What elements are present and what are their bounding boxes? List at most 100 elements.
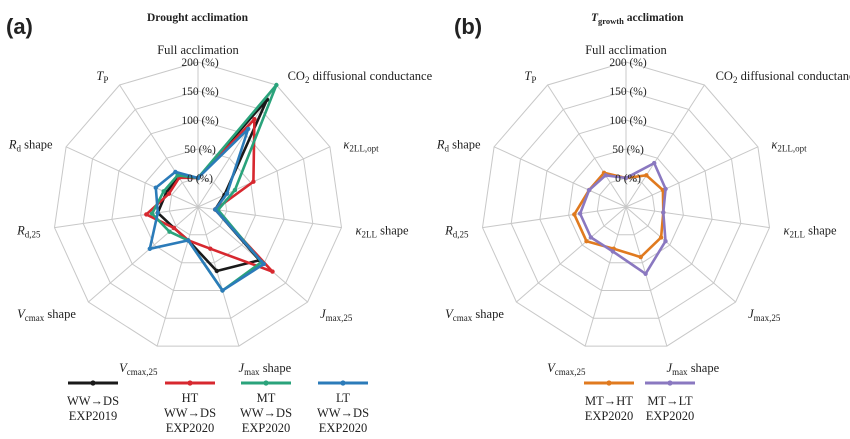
series-point [270,269,275,274]
spoke-line [54,206,199,229]
tick-label: 100 (%) [181,115,219,127]
legend-label: WW→DS [317,406,369,420]
axis-label: Jmax,25 [748,307,781,323]
panel-title-b: Tgrowth acclimation [591,12,684,26]
tick-label: 200 (%) [181,57,219,69]
axis-label: Vcmax shape [445,307,504,323]
legend-label: MT [257,391,276,405]
legend-label: MT→LT [647,394,693,408]
series-point [208,246,213,251]
tick-label: 0 (%) [187,173,213,185]
legend-label: EXP2020 [319,421,368,435]
axis-label: Jmax shape [239,361,292,377]
series-point [175,173,180,178]
series-point [623,175,629,181]
series-point [603,173,608,178]
axis-label: κ2LL,opt [771,137,807,153]
series-point [661,210,666,215]
series-point [638,254,643,260]
legend-marker [90,380,96,386]
legend-label: EXP2020 [242,421,291,435]
tick-label: 150 (%) [609,86,647,98]
series-point [644,173,649,178]
radar-chart-drought: 0 (%) 50 (%) 100 (%) 150 (%) 200 (%)Full acc… [8,43,433,377]
axis-label: CO2 diffusional conductance [288,69,433,85]
spoke-line [625,146,759,208]
series-point [251,179,256,184]
legend-marker [667,380,673,386]
spoke-line [493,146,627,208]
grid-ring [510,90,742,319]
series-point [161,189,166,194]
spoke-line [197,146,331,208]
axis-label: Full acclimation [585,43,667,57]
grid-ring [111,119,285,291]
spoke-line [625,206,668,347]
tick-label: 150 (%) [181,86,219,98]
axis-label: κ2LL shape [784,224,838,240]
panel-title-a: Drought acclimation [147,12,249,24]
series-line [578,161,667,276]
grid-ring [140,148,256,264]
spoke-line [625,84,705,208]
series-point [663,239,668,244]
series-point [149,211,155,216]
spoke-line [482,206,627,229]
series-point [261,261,266,267]
series-line [145,117,274,273]
axis-label: κ2LL,opt [343,137,379,153]
axis-label: Rd,25 [16,224,41,240]
series-point [173,169,178,175]
series-point [214,268,219,274]
series-point [167,229,172,234]
axis-label: Rd shape [436,137,481,153]
legend-label: WW→DS [240,406,292,420]
grid-ring [53,61,343,347]
legend-label: WW→DS [67,394,119,408]
spoke-line [88,206,199,303]
legend-label: EXP2019 [69,409,118,423]
series-point [195,175,201,181]
series-line [572,171,665,259]
axis-label: CO2 diffusional conductance [716,69,850,85]
axis-label: Rd shape [8,137,53,153]
series-point [153,185,158,190]
grid-ring [481,61,771,347]
series-point [252,117,257,122]
spoke-line [547,84,627,208]
series-point [144,212,149,217]
tick-label: 0 (%) [615,173,641,185]
spoke-line [156,206,199,347]
axis-label: Vcmax,25 [119,361,158,377]
axis-label: TP [524,69,536,85]
series-point [663,186,668,192]
series-point [584,239,589,244]
axis-label: Vcmax shape [17,307,76,323]
legend: WW→DSEXP2019HTWW→DSEXP2020MTWW→DSEXP2020… [67,380,695,435]
spoke-line [625,206,770,229]
legend-label: HT [182,391,199,405]
series-point [577,211,583,216]
spoke-line [119,84,199,208]
axis-label: Vcmax,25 [547,361,586,377]
series-point [171,225,177,231]
tick-label: 50 (%) [612,144,644,156]
axis-label: κ2LL shape [356,224,410,240]
spoke-line [516,206,627,303]
series-point [572,212,577,217]
spoke-line [197,206,240,347]
legend-label: EXP2020 [166,421,215,435]
grid-ring [82,90,314,319]
legend-marker [340,380,346,386]
spoke-line [65,146,199,208]
panel-label-a: (a) [6,14,33,39]
grid-ring [568,148,684,264]
series-point [232,187,238,193]
series-point [658,235,664,240]
grid-ring [596,177,656,236]
tick-label: 100 (%) [609,115,647,127]
legend-label: LT [336,391,350,405]
series-point [166,191,172,196]
series-point [652,160,657,166]
series-point [610,249,616,254]
